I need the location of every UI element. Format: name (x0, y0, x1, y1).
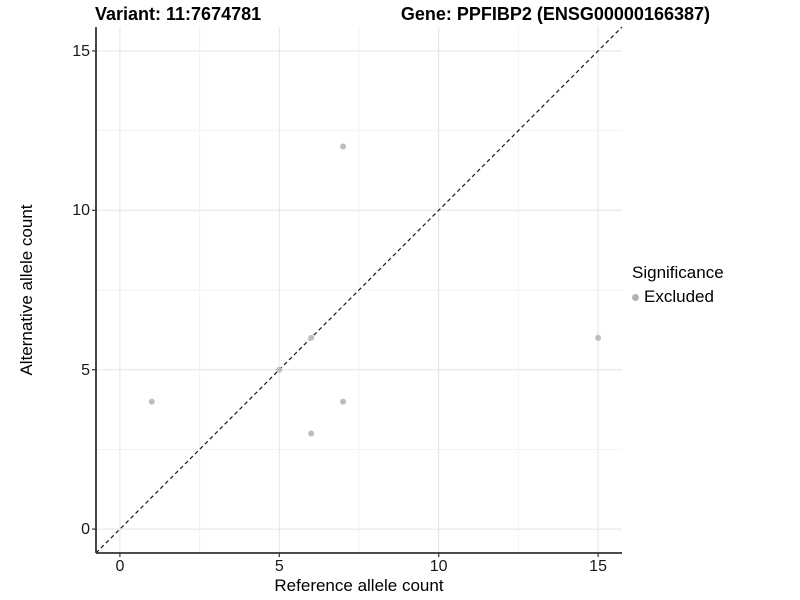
data-point (595, 334, 602, 341)
y-axis-title: Alternative allele count (17, 204, 36, 376)
x-tick-label: 5 (274, 558, 284, 575)
x-tick-label: 0 (115, 558, 125, 575)
y-tick-label: 10 (72, 202, 90, 220)
data-point (308, 430, 315, 437)
legend-title: Significance (632, 263, 724, 282)
y-tick-label: 15 (72, 42, 90, 60)
identity-reference-line (95, 26, 623, 554)
x-tick-label: 15 (589, 558, 607, 575)
scatter-plot-canvas (92, 26, 623, 557)
legend: Significance Excluded (632, 263, 724, 307)
x-axis-title: Reference allele count (274, 576, 444, 595)
legend-item-excluded: Excluded (632, 287, 724, 307)
data-point (148, 398, 155, 405)
y-tick-label: 5 (81, 361, 90, 379)
data-point (308, 334, 315, 341)
y-tick-label: 0 (81, 521, 90, 539)
legend-item-label: Excluded (644, 287, 714, 306)
data-point (276, 366, 283, 373)
data-point (340, 143, 347, 150)
plot-title-variant: Variant: 11:7674781 (95, 4, 262, 24)
x-tick-label: 10 (429, 558, 448, 575)
excluded-point-icon (632, 293, 639, 301)
plot-title-gene: Gene: PPFIBP2 (ENSG00000166387) (400, 4, 710, 24)
plot-panel (92, 26, 623, 557)
data-point (340, 398, 347, 405)
